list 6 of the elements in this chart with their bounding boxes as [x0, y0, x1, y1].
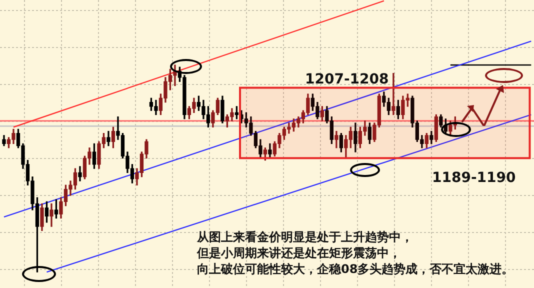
annotation: 1189-1190 — [432, 170, 516, 186]
candlestick — [392, 72, 396, 116]
annotation: 1207-1208 — [305, 71, 389, 88]
annotation: 从图上来看金价明显是处于上升趋势中， — [197, 229, 414, 245]
annotation: 但是小周期来讲还是处在矩形震荡中， — [197, 245, 402, 261]
annotation: 向上破位可能性较大，企稳08多头趋势成，否不宜太激进。 — [197, 261, 514, 277]
